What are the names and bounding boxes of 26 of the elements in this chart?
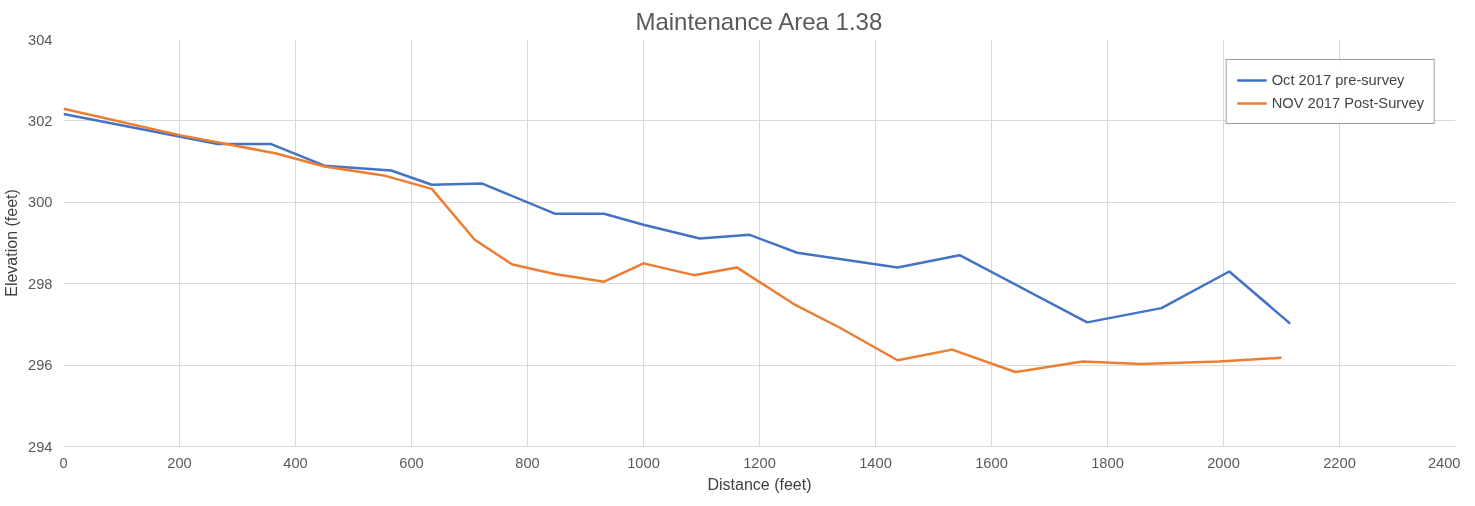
y-tick-label: 300	[28, 194, 53, 211]
x-tick-label: 800	[515, 454, 540, 471]
line-series	[63, 107, 1283, 374]
legend-label: Oct 2017 pre-survey	[1271, 72, 1405, 88]
x-tick-label: 1200	[743, 454, 776, 471]
x-tick-label: 600	[399, 454, 424, 471]
x-tick-label: 2200	[1323, 454, 1356, 471]
chart-title: Maintenance Area 1.38	[635, 7, 883, 35]
y-tick-label: 304	[28, 31, 53, 48]
x-tick-label: 2000	[1207, 454, 1240, 471]
y-tick-label: 294	[28, 438, 53, 455]
x-axis-title: Distance (feet)	[707, 475, 812, 493]
x-tick-label: 1600	[975, 454, 1008, 471]
x-tick-label: 1800	[1091, 454, 1124, 471]
y-tick-label: 302	[28, 112, 53, 129]
x-tick-label: 0	[59, 454, 68, 471]
x-tick-label: 1400	[859, 454, 892, 471]
x-tick-label: 400	[283, 454, 308, 471]
x-tick-label: 200	[167, 454, 192, 471]
y-axis-title: Elevation (feet)	[3, 189, 21, 297]
legend-label: NOV 2017 Post-Survey	[1271, 95, 1424, 111]
line-series	[63, 112, 1292, 325]
y-tick-label: 296	[28, 357, 53, 374]
x-tick-label: 2400	[1427, 454, 1461, 471]
x-tick-label: 1000	[627, 454, 660, 471]
y-tick-label: 298	[28, 275, 53, 292]
